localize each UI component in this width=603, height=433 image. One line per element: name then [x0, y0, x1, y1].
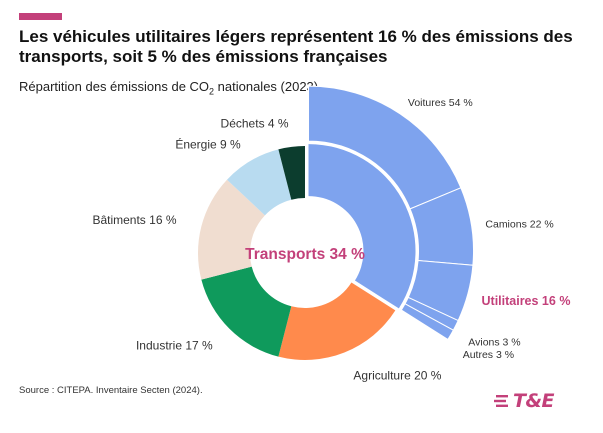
logo-text: T&E — [513, 390, 555, 412]
sector-agriculture — [278, 282, 396, 361]
label-autres: Autres 3 % — [463, 349, 514, 361]
sector-batiments — [197, 179, 265, 280]
subtitle-main: Répartition des émissions de CO — [19, 79, 210, 94]
source-note: Source : CITEPA. Inventaire Secten (2024… — [19, 385, 203, 396]
sector-dechets — [278, 145, 305, 200]
chart-subtitle: Répartition des émissions de CO2 nationa… — [19, 79, 318, 97]
label-energie: Énergie 9 % — [175, 136, 241, 151]
ring-autres — [400, 303, 454, 341]
label-industrie: Industrie 17 % — [136, 338, 213, 352]
sector-transports — [308, 144, 416, 309]
label-dechets: Déchets 4 % — [221, 117, 289, 131]
accent-bar — [19, 13, 62, 20]
label-camions: Camions 22 % — [485, 219, 553, 231]
label-utilitaires: Utilitaires 16 % — [482, 294, 571, 308]
label-batiments: Bâtiments 16 % — [92, 213, 176, 227]
center-label: Transports 34 % — [245, 246, 365, 263]
subtitle-end: nationales (2023) — [214, 79, 319, 94]
label-voitures: Voitures 54 % — [408, 97, 473, 109]
subtitle-subscript: 2 — [209, 86, 215, 97]
label-agriculture: Agriculture 20 % — [353, 368, 441, 382]
sector-energie — [227, 149, 292, 216]
logo-stripes-icon — [494, 395, 508, 407]
chart-title: Les véhicules utilitaires légers représe… — [19, 27, 573, 66]
sector-industrie — [201, 266, 292, 357]
te-logo: T&E — [494, 390, 555, 412]
label-avions: Avions 3 % — [468, 337, 520, 349]
